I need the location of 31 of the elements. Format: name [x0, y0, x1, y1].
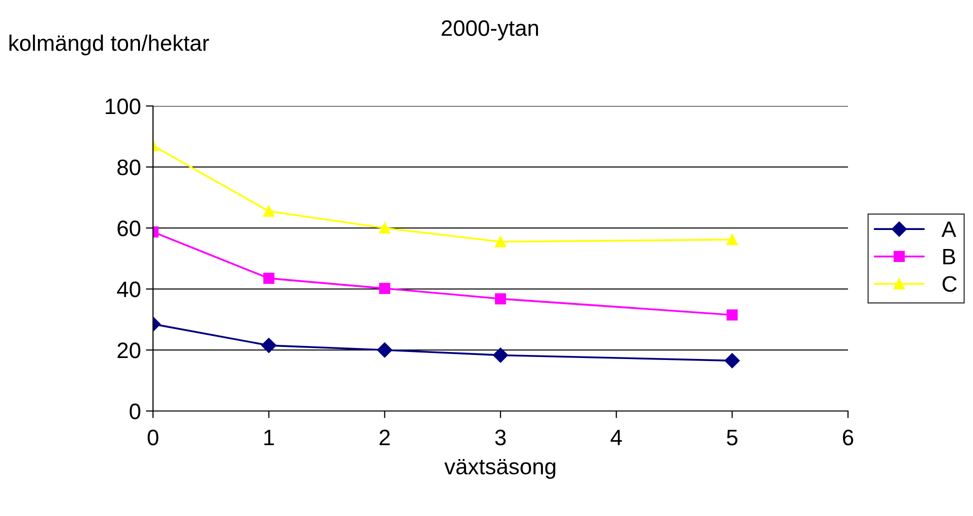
legend-label: B [943, 248, 956, 264]
y-tick-label: 0 [130, 404, 140, 420]
point [379, 222, 390, 234]
y-axis-title: kolmängd ton/hektar [9, 34, 209, 56]
y-tick-label: 60 [118, 220, 140, 236]
y-tick-label: 100 [106, 98, 140, 114]
x-tick-label: 4 [610, 430, 622, 446]
legend-label: C [942, 276, 957, 292]
point [492, 348, 508, 363]
point [494, 236, 506, 248]
point [261, 338, 276, 353]
y-tick-label: 20 [118, 342, 140, 358]
y-tick-label: 80 [117, 160, 140, 176]
y-tick-label: 40 [116, 282, 140, 298]
point [263, 206, 274, 217]
point [724, 353, 740, 368]
x-axis-title: växtsäsong [444, 458, 556, 479]
chart-title: 2000-ytan [442, 20, 538, 40]
x-tick-label: 6 [842, 430, 854, 446]
x-tick-label: 0 [148, 430, 158, 446]
point [726, 234, 738, 246]
point [494, 293, 506, 304]
point [379, 282, 390, 294]
x-tick-label: 3 [495, 430, 506, 446]
point [263, 272, 274, 284]
point [377, 342, 392, 358]
legend-label: A [941, 222, 956, 237]
x-tick-label: 5 [726, 430, 738, 446]
point [726, 309, 738, 320]
x-tick-label: 1 [264, 430, 274, 446]
x-tick-label: 2 [380, 430, 390, 446]
